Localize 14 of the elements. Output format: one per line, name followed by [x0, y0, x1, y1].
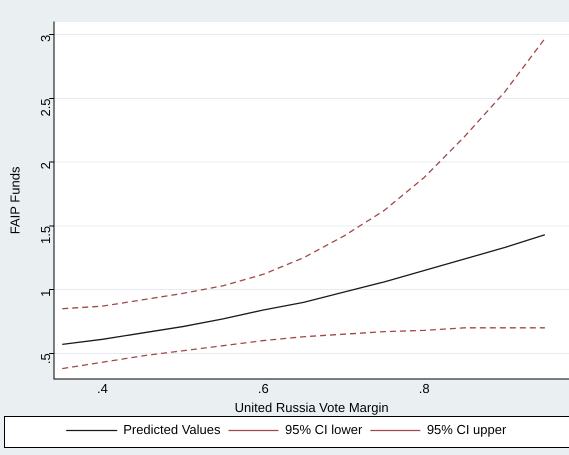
y-tick-label: .5 [38, 353, 53, 364]
x-tick-label: .4 [97, 381, 108, 396]
y-tick-label: 2.5 [38, 98, 53, 117]
y-tick-label: 1 [38, 290, 53, 297]
y-tick-label: 3 [38, 34, 53, 42]
legend-label: 95% CI upper [426, 422, 507, 438]
y-tick-label: 1.5 [38, 226, 53, 244]
x-axis-title: United Russia Vote Margin [234, 400, 389, 415]
legend-label: Predicted Values [123, 422, 222, 438]
y-axis-title: FAIP Funds [7, 166, 22, 234]
x-tick-label: .8 [418, 381, 430, 396]
x-tick-label: .6 [258, 381, 269, 396]
legend-label: 95% CI lower [285, 422, 363, 438]
y-tick-label: 2 [38, 162, 53, 170]
